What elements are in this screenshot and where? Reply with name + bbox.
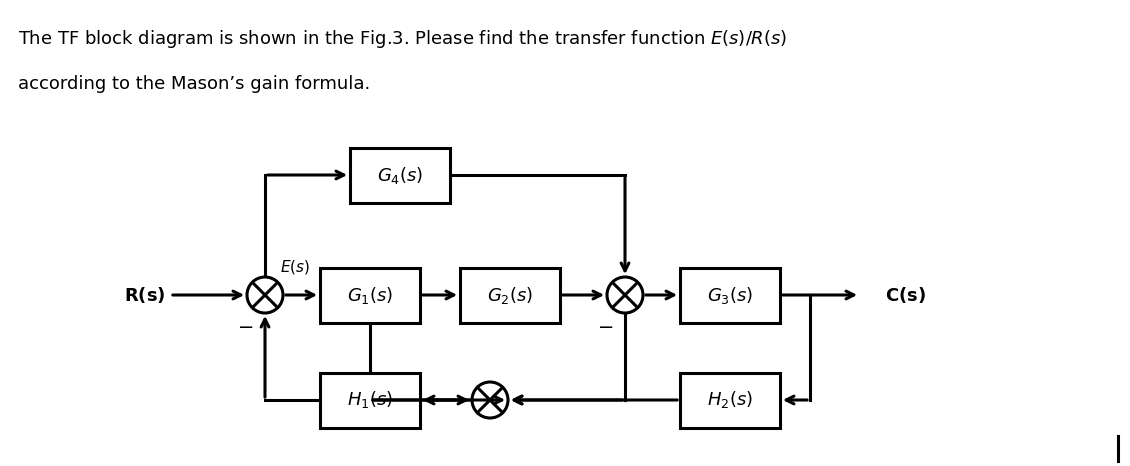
- Text: $G_3(s)$: $G_3(s)$: [707, 285, 754, 306]
- Text: $H_1(s)$: $H_1(s)$: [347, 390, 393, 411]
- Text: $G_4(s)$: $G_4(s)$: [376, 164, 423, 185]
- Circle shape: [607, 277, 643, 313]
- Text: $G_2(s)$: $G_2(s)$: [487, 285, 533, 306]
- Text: $\mathbf{R(s)}$: $\mathbf{R(s)}$: [124, 285, 166, 305]
- Bar: [460, 267, 560, 322]
- Circle shape: [472, 382, 508, 418]
- Text: $\mathbf{C(s)}$: $\mathbf{C(s)}$: [885, 285, 925, 305]
- Bar: [320, 267, 420, 322]
- Text: $-$: $-$: [597, 315, 614, 335]
- Text: $-$: $-$: [237, 315, 253, 335]
- Bar: [680, 372, 780, 427]
- Bar: [320, 372, 420, 427]
- Bar: [680, 267, 780, 322]
- Circle shape: [247, 277, 282, 313]
- Text: $\mathit{E(s)}$: $\mathit{E(s)}$: [280, 258, 310, 276]
- Text: $G_1(s)$: $G_1(s)$: [347, 285, 393, 306]
- Text: $H_2(s)$: $H_2(s)$: [707, 390, 753, 411]
- Text: The TF block diagram is shown in the Fig.3. Please find the transfer function $E: The TF block diagram is shown in the Fig…: [18, 28, 788, 50]
- Text: according to the Mason’s gain formula.: according to the Mason’s gain formula.: [18, 75, 371, 93]
- Bar: [350, 148, 450, 203]
